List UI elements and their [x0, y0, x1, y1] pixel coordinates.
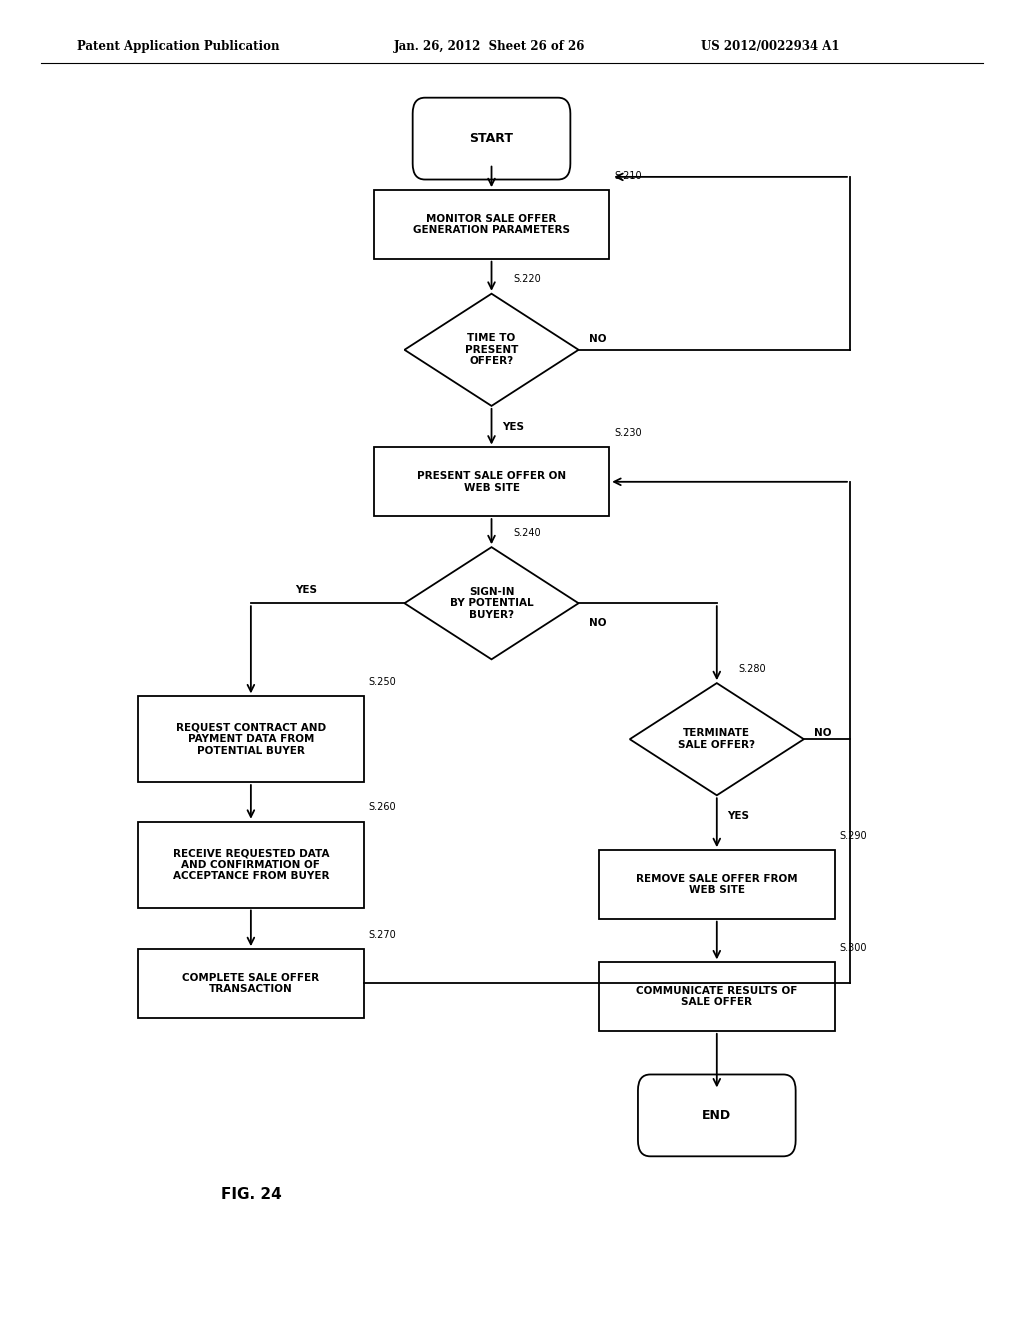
Text: MONITOR SALE OFFER
GENERATION PARAMETERS: MONITOR SALE OFFER GENERATION PARAMETERS [413, 214, 570, 235]
Bar [374, 190, 609, 259]
Bar [138, 697, 364, 781]
Text: COMMUNICATE RESULTS OF
SALE OFFER: COMMUNICATE RESULTS OF SALE OFFER [636, 986, 798, 1007]
Text: S.250: S.250 [369, 677, 396, 686]
Text: NO: NO [814, 727, 831, 738]
Text: NO: NO [589, 334, 606, 345]
Text: US 2012/0022934 A1: US 2012/0022934 A1 [701, 40, 840, 53]
Text: PRESENT SALE OFFER ON
WEB SITE: PRESENT SALE OFFER ON WEB SITE [417, 471, 566, 492]
Text: S.300: S.300 [840, 942, 867, 953]
Text: S.230: S.230 [614, 428, 642, 438]
Text: FIG. 24: FIG. 24 [220, 1187, 282, 1203]
Text: S.260: S.260 [369, 803, 396, 813]
Bar [138, 949, 364, 1018]
FancyBboxPatch shape [413, 98, 570, 180]
FancyBboxPatch shape [638, 1074, 796, 1156]
Text: SIGN-IN
BY POTENTIAL
BUYER?: SIGN-IN BY POTENTIAL BUYER? [450, 586, 534, 620]
Text: COMPLETE SALE OFFER
TRANSACTION: COMPLETE SALE OFFER TRANSACTION [182, 973, 319, 994]
Text: REQUEST CONTRACT AND
PAYMENT DATA FROM
POTENTIAL BUYER: REQUEST CONTRACT AND PAYMENT DATA FROM P… [176, 722, 326, 756]
Text: S.290: S.290 [840, 830, 867, 841]
Text: S.220: S.220 [513, 275, 541, 285]
Text: TIME TO
PRESENT
OFFER?: TIME TO PRESENT OFFER? [465, 333, 518, 367]
Polygon shape [630, 684, 804, 795]
Text: START: START [470, 132, 513, 145]
Polygon shape [404, 546, 579, 659]
Bar [599, 962, 835, 1031]
Text: YES: YES [502, 422, 523, 432]
Bar [599, 850, 835, 919]
Text: YES: YES [727, 812, 749, 821]
Text: S.240: S.240 [513, 528, 541, 539]
Text: S.210: S.210 [614, 170, 642, 181]
Text: END: END [702, 1109, 731, 1122]
Polygon shape [404, 294, 579, 407]
Bar [374, 447, 609, 516]
Text: NO: NO [589, 618, 606, 628]
Text: RECEIVE REQUESTED DATA
AND CONFIRMATION OF
ACCEPTANCE FROM BUYER: RECEIVE REQUESTED DATA AND CONFIRMATION … [173, 847, 329, 882]
Text: TERMINATE
SALE OFFER?: TERMINATE SALE OFFER? [678, 729, 756, 750]
Text: Jan. 26, 2012  Sheet 26 of 26: Jan. 26, 2012 Sheet 26 of 26 [394, 40, 586, 53]
Text: S.280: S.280 [738, 664, 766, 673]
Text: YES: YES [296, 585, 317, 595]
Text: Patent Application Publication: Patent Application Publication [77, 40, 280, 53]
Text: REMOVE SALE OFFER FROM
WEB SITE: REMOVE SALE OFFER FROM WEB SITE [636, 874, 798, 895]
Bar [138, 821, 364, 908]
Text: S.270: S.270 [369, 929, 396, 940]
